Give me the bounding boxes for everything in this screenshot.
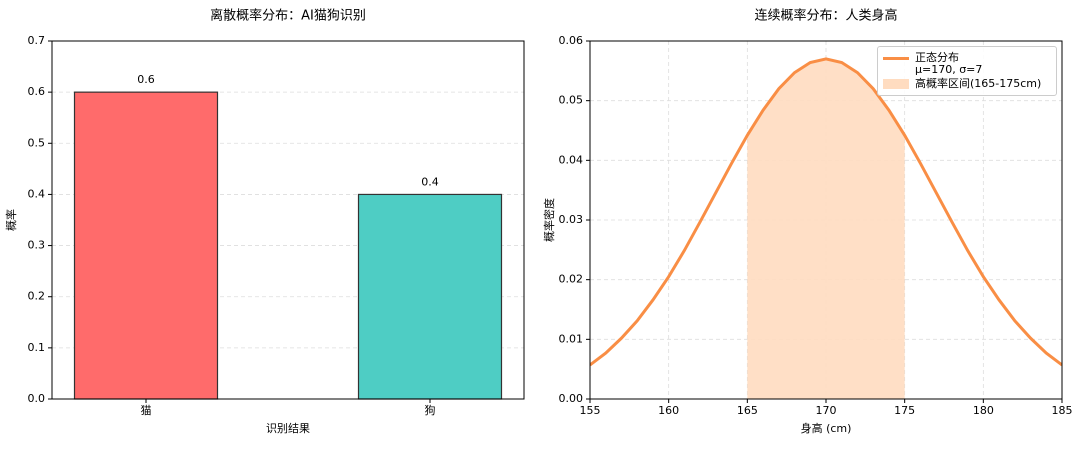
x-tick-label: 170 [816, 404, 837, 417]
data-label: 0.6 [137, 73, 155, 86]
bar [73, 91, 219, 400]
y-tick-label: 0.6 [28, 85, 46, 98]
legend-label: 正态分布 μ=170, σ=7 [915, 51, 983, 76]
y-tick-label: 0.04 [559, 153, 584, 166]
x-tick-label: 155 [580, 404, 601, 417]
x-tick-label: 175 [894, 404, 915, 417]
data-label: 0.4 [421, 175, 439, 188]
y-tick-label: 0.2 [28, 290, 46, 303]
y-tick-label: 0.5 [28, 136, 46, 149]
x-tick-label: 185 [1052, 404, 1073, 417]
y-tick-label: 0.0 [28, 392, 46, 405]
x-tick-label: 猫 [141, 404, 152, 417]
y-tick-label: 0.4 [28, 187, 46, 200]
line [590, 57, 1062, 367]
y-axis-label: 概率 [4, 209, 18, 231]
y-tick-label: 0.02 [559, 273, 584, 286]
legend: 正态分布 μ=170, σ=7 高概率区间(165-175cm) [877, 46, 1057, 96]
legend-label: 高概率区间(165-175cm) [915, 77, 1042, 90]
axes-frame [51, 40, 525, 400]
x-tick-label: 180 [973, 404, 994, 417]
y-tick-label: 0.06 [559, 34, 584, 47]
y-tick-label: 0.01 [559, 332, 584, 345]
legend-entry: 正态分布 μ=170, σ=7 [883, 52, 1051, 76]
legend-swatch [883, 79, 909, 89]
x-axis-label: 身高 (cm) [801, 421, 852, 435]
x-tick-label: 狗 [425, 404, 436, 417]
legend-entry: 高概率区间(165-175cm) [883, 78, 1051, 90]
x-tick-label: 160 [658, 404, 679, 417]
y-axis-label: 概率密度 [542, 198, 556, 242]
axes-frame [589, 40, 1063, 400]
bar [357, 193, 503, 400]
y-tick-label: 0.7 [28, 34, 46, 47]
y-tick-label: 0.00 [559, 392, 584, 405]
y-tick-label: 0.03 [559, 213, 584, 226]
shaded-area [747, 58, 905, 399]
y-tick-label: 0.05 [559, 94, 584, 107]
chart-title: 离散概率分布：AI猫狗识别 [210, 8, 366, 24]
legend-swatch [883, 57, 909, 60]
x-axis-label: 识别结果 [266, 422, 310, 435]
x-tick-label: 165 [737, 404, 758, 417]
y-tick-label: 0.1 [28, 341, 46, 354]
chart-title: 连续概率分布：人类身高 [754, 8, 897, 24]
y-tick-label: 0.3 [28, 239, 46, 252]
